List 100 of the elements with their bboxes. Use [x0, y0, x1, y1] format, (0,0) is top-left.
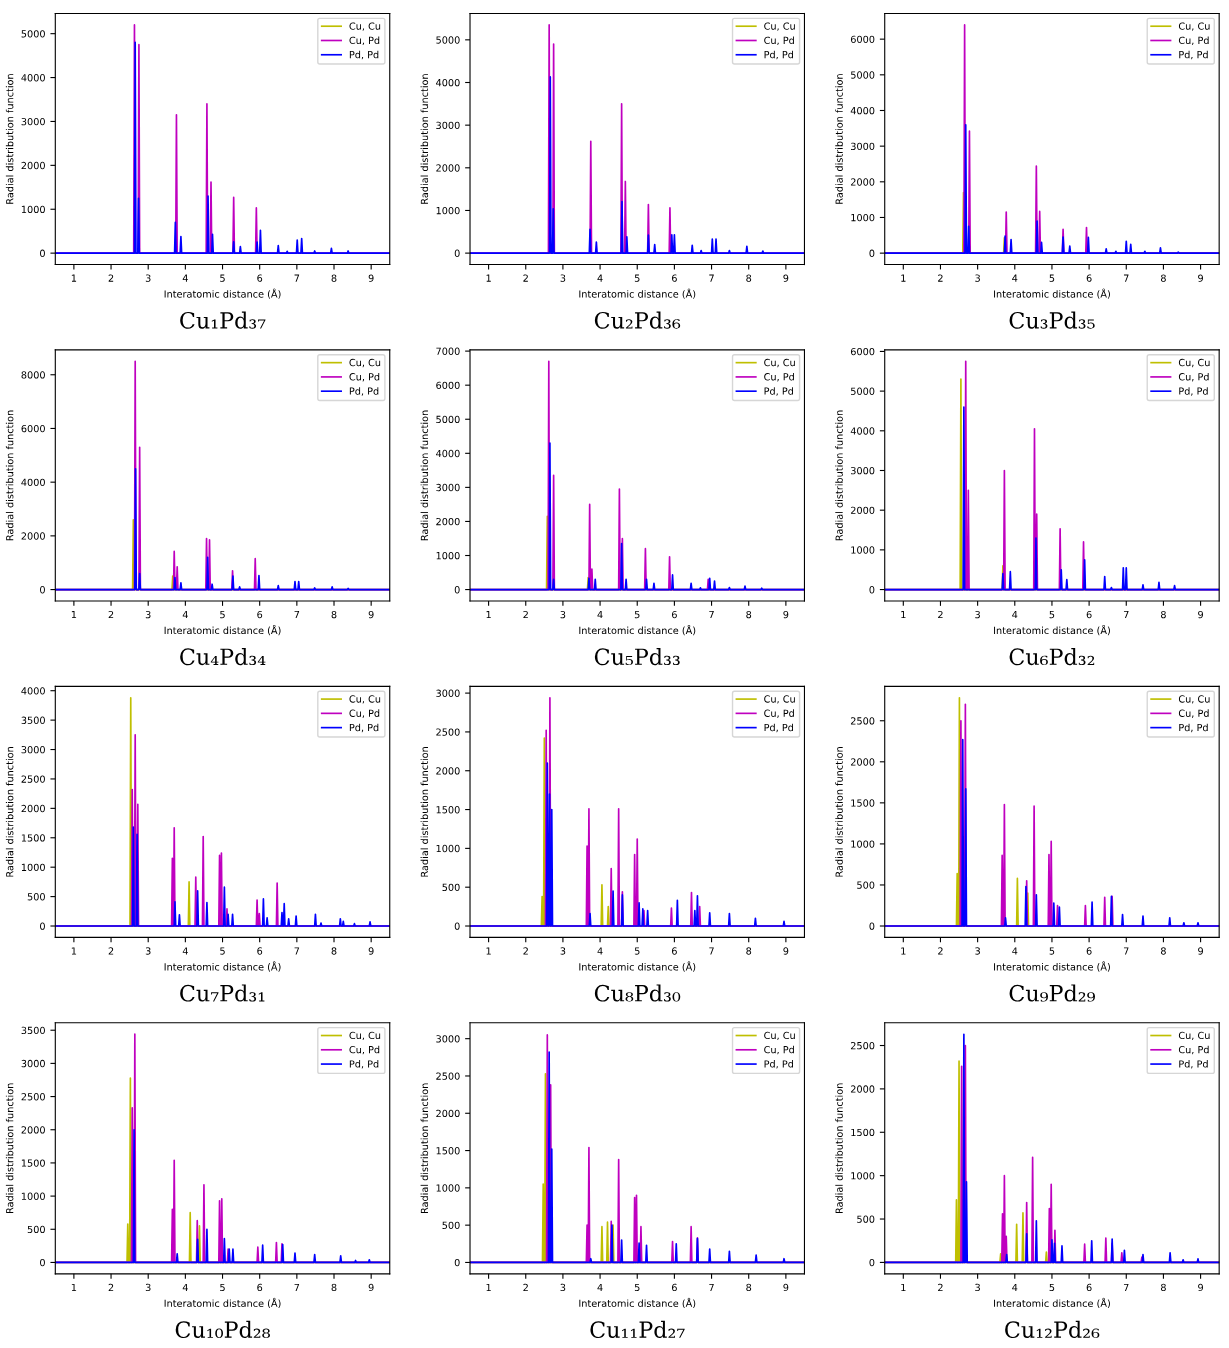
y-axis-title: Radial distribution function	[5, 410, 14, 541]
x-tick-label: 7	[1123, 1283, 1129, 1291]
y-tick-label: 2000	[436, 1109, 460, 1118]
legend-label: Pd, Pd	[1179, 1060, 1208, 1069]
y-tick-label: 6000	[21, 424, 45, 433]
y-tick-label: 6000	[850, 35, 875, 43]
x-tick-label: 1	[486, 1283, 491, 1291]
x-tick-label: 6	[257, 274, 263, 282]
y-tick-label: 5000	[851, 71, 875, 79]
x-tick-label: 8	[1160, 274, 1166, 282]
x-tick-label: 1	[71, 947, 77, 955]
text: Cu₂Pd₃₆	[594, 311, 681, 329]
y-tick-label: 4000	[21, 478, 45, 486]
x-tick-label: 2	[523, 274, 528, 282]
y-tick-label: 2000	[850, 758, 875, 766]
x-axis-title: Interatomic distance (Å)	[994, 961, 1110, 972]
y-tick-label: 0	[869, 249, 875, 257]
y-axis-title: Radial distribution function	[5, 74, 14, 204]
x-tick-label: 2	[938, 1283, 943, 1291]
x-tick-label: 1	[901, 274, 906, 282]
legend-label: Cu, Pd	[1178, 372, 1209, 382]
x-tick-label: 4	[182, 611, 188, 619]
legend-label: Cu, Pd	[1178, 1045, 1209, 1055]
x-tick-label: 1	[901, 947, 906, 955]
y-tick-label: 1500	[851, 799, 875, 807]
x-tick-label: 3	[145, 947, 151, 955]
x-tick-label: 1	[71, 1283, 77, 1291]
y-tick-label: 0	[869, 922, 875, 930]
y-tick-label: 1000	[436, 844, 460, 853]
x-tick-label: 7	[1123, 274, 1129, 282]
y-tick-label: 500	[442, 1221, 460, 1229]
y-tick-label: 1000	[21, 1192, 45, 1200]
legend-label: Cu, Cu	[1178, 1031, 1210, 1041]
x-tick-label: 9	[783, 1283, 789, 1292]
x-tick-label: 2	[108, 274, 114, 282]
x-tick-label: 7	[709, 947, 714, 955]
y-tick-label: 0	[454, 1258, 460, 1267]
text: Cu₈Pd₃₀	[594, 984, 681, 1002]
y-tick-label: 4000	[850, 106, 875, 115]
y-tick-label: 8000	[21, 371, 45, 379]
y-tick-label: 3000	[21, 1059, 45, 1068]
x-tick-label: 3	[560, 1283, 566, 1292]
y-tick-label: 1000	[21, 205, 45, 214]
x-tick-label: 7	[294, 611, 300, 619]
x-tick-label: 7	[709, 611, 714, 619]
x-tick-label: 6	[671, 947, 677, 955]
text: Cu₇Pd₃₁	[180, 984, 265, 1002]
x-tick-label: 4	[1012, 611, 1018, 619]
y-tick-label: 3000	[436, 483, 460, 492]
x-tick-label: 8	[331, 1283, 337, 1292]
x-tick-label: 9	[368, 947, 374, 955]
x-tick-label: 1	[901, 611, 906, 619]
y-tick-label: 5000	[21, 30, 45, 38]
legend-label: Pd, Pd	[349, 387, 379, 396]
x-tick-label: 9	[1198, 1283, 1203, 1292]
y-tick-label: 2500	[21, 775, 45, 783]
y-axis-title: Radial distribution function	[835, 410, 843, 541]
x-tick-label: 7	[1123, 947, 1129, 955]
y-tick-label: 0	[869, 586, 875, 594]
x-tick-label: 8	[746, 947, 752, 955]
y-tick-label: 2000	[21, 804, 45, 813]
y-tick-label: 2000	[436, 164, 460, 172]
y-axis-title: Radial distribution function	[835, 1083, 843, 1214]
y-tick-label: 2500	[436, 1072, 460, 1080]
y-tick-label: 4000	[850, 427, 875, 435]
x-tick-label: 6	[1086, 947, 1092, 955]
y-tick-label: 4000	[21, 687, 45, 695]
x-tick-label: 4	[1012, 274, 1018, 282]
y-tick-label: 0	[454, 586, 460, 594]
legend-label: Cu, Pd	[349, 709, 380, 718]
y-tick-label: 1000	[851, 1172, 875, 1180]
y-tick-label: 1000	[436, 206, 460, 215]
x-tick-label: 6	[1086, 1283, 1092, 1292]
x-axis-title: Interatomic distance (Å)	[579, 1297, 696, 1309]
y-tick-label: 2000	[21, 1126, 45, 1134]
x-axis-title: Interatomic distance (Å)	[164, 1297, 281, 1309]
legend-label: Cu, Pd	[764, 36, 794, 46]
y-tick-label: 2500	[436, 728, 460, 736]
x-tick-label: 6	[1086, 610, 1092, 619]
y-tick-label: 4000	[436, 449, 460, 458]
y-tick-label: 3000	[436, 121, 460, 129]
legend-label: Cu, Cu	[1178, 22, 1210, 31]
y-tick-label: 500	[857, 1215, 875, 1223]
x-tick-label: 5	[1049, 1283, 1055, 1292]
x-axis-title: Interatomic distance (Å)	[579, 961, 696, 972]
x-tick-label: 3	[560, 947, 566, 955]
x-tick-label: 9	[1198, 274, 1203, 282]
legend-label: Cu, Pd	[349, 36, 380, 46]
x-tick-label: 9	[783, 274, 789, 282]
y-tick-label: 0	[869, 1258, 875, 1267]
legend-label: Pd, Pd	[349, 50, 379, 60]
x-tick-label: 9	[368, 610, 374, 619]
text: Cu₄Pd₃₄	[180, 647, 266, 666]
y-axis-title: Radial distribution function	[420, 74, 429, 204]
x-tick-label: 8	[1160, 947, 1166, 955]
x-tick-label: 4	[1012, 1283, 1018, 1291]
y-axis-title: Radial distribution function	[420, 747, 429, 877]
y-tick-label: 500	[442, 883, 460, 892]
y-tick-label: 6000	[850, 347, 875, 356]
x-tick-label: 8	[1160, 1283, 1166, 1292]
